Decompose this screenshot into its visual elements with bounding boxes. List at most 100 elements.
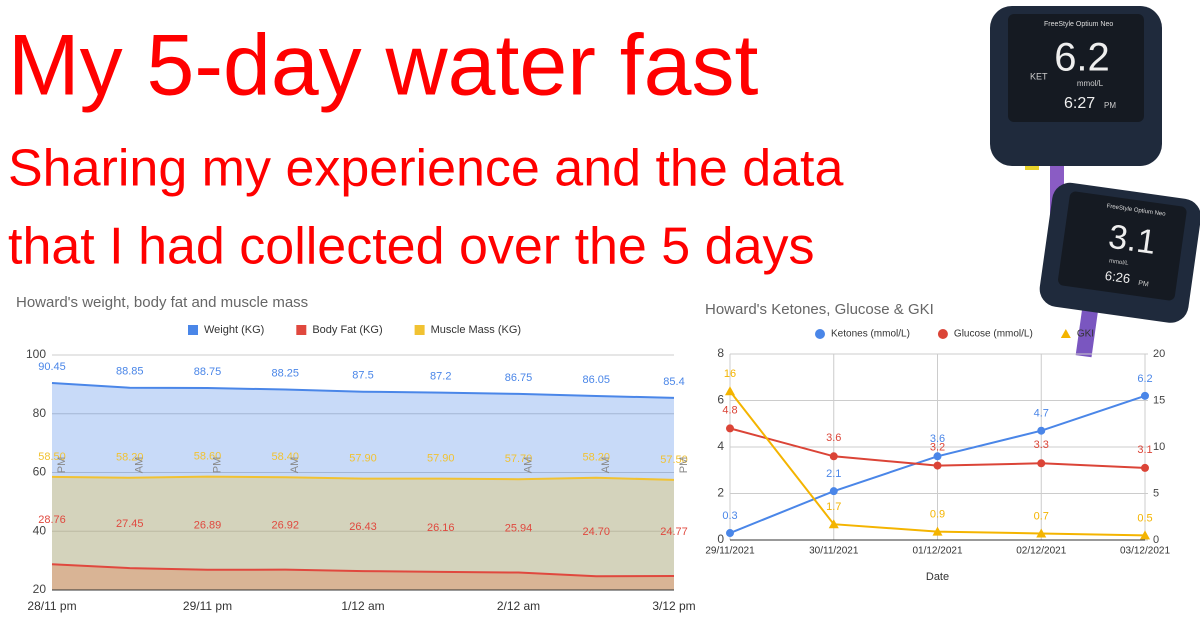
brand: FreeStyle Optium Neo [1044, 21, 1113, 28]
point [1141, 463, 1149, 472]
time: 6:27 [1064, 95, 1095, 112]
y-tick-label: 2 [717, 486, 724, 500]
data-label: 27.45 [116, 518, 144, 530]
chart-title: Howard's weight, body fat and muscle mas… [16, 294, 308, 311]
y2-tick-label: 10 [1153, 441, 1165, 453]
line [51, 382, 675, 399]
data-label: 3.6 [826, 432, 841, 444]
data-label: 24.77 [660, 526, 688, 538]
y2-tick-label: 0 [1153, 534, 1159, 546]
point [933, 461, 942, 470]
y-tick-label: 4 [717, 439, 724, 453]
x-tick-label: 2/12 am [497, 599, 540, 613]
y-tick-label: 8 [717, 346, 724, 360]
x-tick-label: 30/11/2021 [809, 546, 859, 557]
reading: 6.2 [1054, 36, 1110, 80]
point-label: AM [289, 457, 301, 474]
point [1140, 530, 1150, 540]
data-label: 3.1 [1137, 444, 1152, 456]
subtitle: that I had collected over the 5 days [8, 218, 815, 276]
data-label: 3.2 [930, 442, 945, 454]
point [829, 452, 838, 461]
data-label: 58.20 [582, 452, 610, 464]
chart-title: Howard's Ketones, Glucose & GKI [705, 301, 934, 318]
x-axis-title: Date [926, 571, 949, 583]
data-label: 26.89 [194, 520, 222, 532]
data-label: 4.8 [722, 404, 737, 416]
ampm: PM [1138, 280, 1150, 288]
data-label: 57.90 [349, 453, 377, 465]
data-label: 0.7 [1034, 510, 1049, 522]
reading: 3.1 [1106, 218, 1158, 262]
y2-tick-label: 5 [1153, 487, 1159, 499]
line [51, 563, 675, 578]
data-label: 0.3 [722, 510, 737, 522]
data-label: 26.92 [271, 520, 299, 532]
time: 6:26 [1104, 268, 1131, 286]
unit: mmol/L [1077, 79, 1104, 88]
data-label: 26.16 [427, 522, 455, 534]
mode: KET [1030, 71, 1048, 81]
data-label: 2.1 [826, 468, 841, 480]
data-label: 85.4 [663, 376, 684, 388]
area [52, 476, 674, 590]
data-label: 25.94 [505, 522, 533, 534]
y-tick-label: 0 [717, 532, 724, 546]
data-label: 6.2 [1137, 373, 1152, 385]
x-tick-label: 3/12 pm [652, 599, 695, 613]
x-tick-label: 03/12/2021 [1120, 546, 1170, 557]
point-label: PM [56, 457, 68, 474]
y-tick-label: 80 [33, 406, 47, 420]
subtitle: Sharing my experience and the data [8, 140, 844, 198]
x-tick-label: 28/11 pm [27, 599, 76, 613]
data-label: 86.75 [505, 372, 533, 384]
area [52, 383, 674, 590]
ampm: PM [1104, 101, 1116, 110]
data-label: 88.25 [271, 367, 299, 379]
data-label: 87.5 [352, 370, 373, 382]
point-label: AM [134, 457, 146, 474]
point-label: AM [600, 457, 612, 474]
unit: mmol/L [1109, 258, 1130, 267]
data-label: 28.76 [38, 514, 66, 526]
data-label: 3.6 [930, 433, 945, 445]
data-label: 1.7 [826, 501, 841, 513]
y-tick-label: 100 [26, 347, 46, 361]
data-label: 90.45 [38, 361, 66, 373]
data-label: 16 [724, 368, 736, 380]
data-label: 0.5 [1137, 512, 1152, 524]
data-label: 57.70 [505, 453, 533, 465]
legend-label: Ketones (mmol/L) [831, 329, 910, 340]
legend-marker [414, 325, 425, 335]
legend-label: Weight (KG) [204, 324, 264, 336]
point [1036, 528, 1047, 538]
point [829, 487, 838, 496]
x-tick-label: 29/11/2021 [705, 546, 755, 557]
data-label: 88.75 [194, 366, 222, 378]
point [1037, 459, 1046, 468]
legend-label: GKI [1077, 329, 1094, 340]
point-label: PM [211, 457, 223, 474]
x-tick-label: 01/12/2021 [912, 546, 962, 557]
data-label: 58.20 [116, 452, 144, 464]
data-label: 86.05 [582, 374, 610, 386]
legend-marker [296, 325, 307, 335]
legend-marker [188, 325, 198, 335]
point [1037, 426, 1046, 435]
legend-marker [815, 329, 825, 339]
y-tick-label: 6 [717, 393, 724, 407]
y-tick-label: 20 [33, 582, 47, 596]
y-tick-label: 40 [33, 523, 47, 537]
data-label: 4.7 [1034, 408, 1049, 420]
point [933, 452, 942, 461]
y-tick-label: 60 [33, 465, 47, 479]
legend-label: Muscle Mass (KG) [431, 324, 521, 336]
data-label: 57.90 [427, 453, 455, 465]
data-label: 0.9 [930, 509, 945, 521]
legend-marker [1060, 329, 1071, 338]
data-label: 58.40 [271, 451, 299, 463]
point-label: PM [678, 457, 690, 474]
data-label: 24.70 [582, 526, 610, 538]
point [725, 386, 735, 396]
